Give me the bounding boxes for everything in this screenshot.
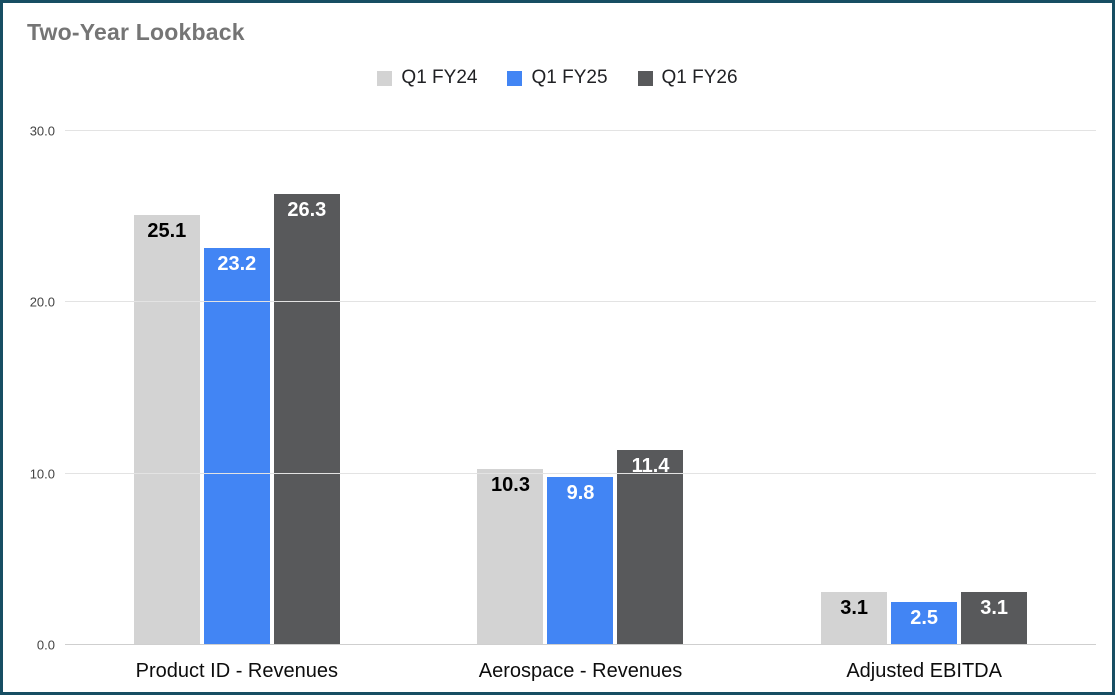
bar-q1-fy26: 26.3	[273, 194, 340, 645]
bar-value-label: 23.2	[217, 252, 257, 275]
legend-label: Q1 FY25	[531, 67, 608, 88]
bar-q1-fy25: 9.8	[547, 477, 614, 645]
bar-q1-fy26: 3.1	[961, 591, 1028, 645]
bar-q1-fy24: 3.1	[821, 591, 888, 645]
bar-value-label: 3.1	[840, 596, 869, 619]
bar-group: 3.1 2.5 3.1 Adjusted EBITDA	[821, 131, 1028, 682]
bar-q1-fy24: 25.1	[133, 214, 200, 645]
x-axis-category-label: Adjusted EBITDA	[846, 660, 1002, 682]
legend-label: Q1 FY26	[661, 67, 738, 88]
chart-title: Two-Year Lookback	[27, 19, 245, 45]
x-axis-category-label: Aerospace - Revenues	[478, 660, 683, 682]
bar-value-label: 26.3	[287, 199, 327, 222]
bar-q1-fy24: 10.3	[477, 468, 544, 645]
gridline	[65, 301, 1096, 303]
bar-groups: 25.1 23.2 26.3 Product ID - Revenues 10.3 9.8…	[65, 131, 1096, 682]
y-axis-tick-label: 30.0	[29, 123, 55, 139]
x-axis-category-label: Product ID - Revenues	[135, 660, 338, 682]
legend-swatch	[507, 70, 523, 86]
legend-swatch	[377, 70, 393, 86]
bar-q1-fy26: 11.4	[617, 449, 684, 645]
y-axis-tick-label: 10.0	[29, 466, 55, 482]
bar-value-label: 2.5	[910, 607, 939, 630]
bar-group: 25.1 23.2 26.3 Product ID - Revenues	[133, 131, 340, 682]
gridline	[65, 472, 1096, 474]
y-axis-tick-label: 0.0	[36, 637, 55, 653]
bar-value-label: 25.1	[147, 219, 187, 242]
gridline	[65, 644, 1096, 645]
bar-q1-fy25: 2.5	[891, 602, 958, 645]
legend-label: Q1 FY24	[401, 67, 478, 88]
bar-value-label: 9.8	[566, 482, 595, 505]
legend-item: Q1 FY25	[507, 67, 608, 89]
bar-value-label: 3.1	[980, 596, 1009, 619]
legend-item: Q1 FY24	[377, 67, 477, 89]
plot-area: 25.1 23.2 26.3 Product ID - Revenues 10.3 9.8…	[30, 124, 1096, 682]
gridline	[65, 130, 1096, 131]
legend-item: Q1 FY26	[637, 67, 738, 89]
bar-value-label: 11.4	[631, 454, 670, 477]
bar-q1-fy25: 23.2	[203, 247, 270, 645]
legend-swatch	[637, 70, 653, 86]
bar-value-label: 10.3	[491, 473, 530, 496]
y-axis-tick-label: 20.0	[29, 294, 55, 310]
chart-legend: Q1 FY24 Q1 FY25 Q1 FY26	[3, 67, 1112, 89]
bar-group: 10.3 9.8 11.4 Aerospace - Revenues	[477, 131, 684, 682]
